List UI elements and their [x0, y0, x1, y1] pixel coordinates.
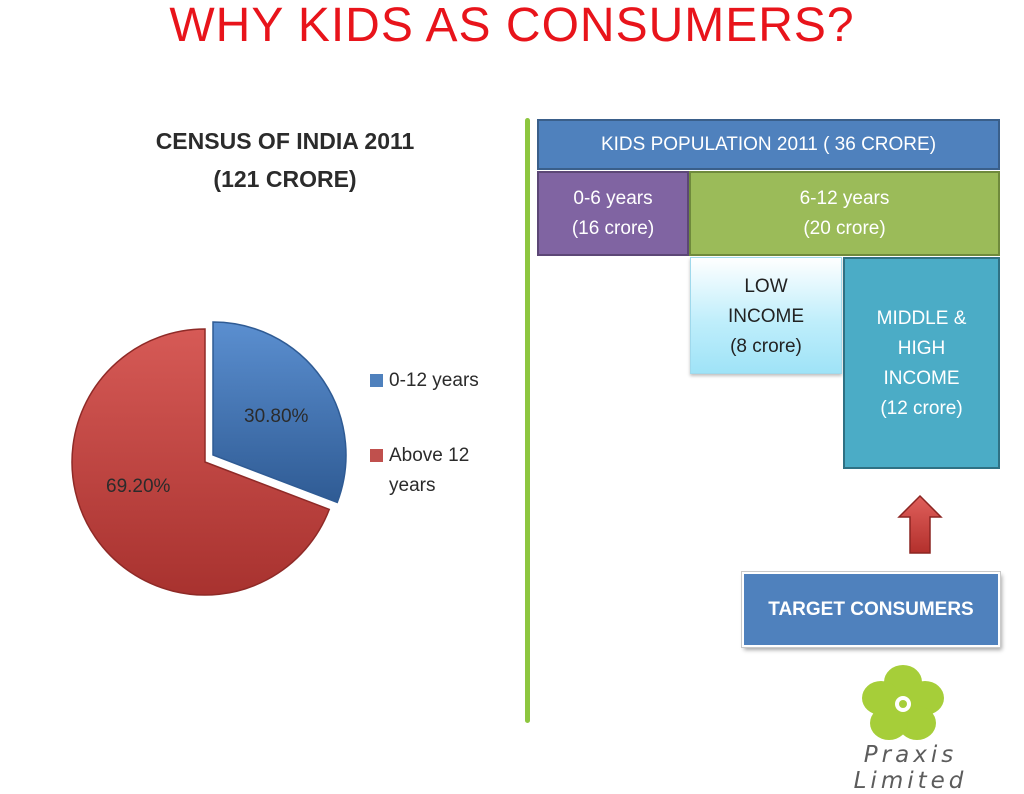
slide-title: WHY KIDS AS CONSUMERS? — [169, 0, 855, 52]
chart-title: CENSUS OF INDIA 2011 (121 CRORE) — [100, 122, 470, 198]
age-0-6-label: 0-6 years — [573, 188, 653, 209]
age-0-6-count: (16 crore) — [571, 218, 655, 239]
pie-chart — [71, 321, 347, 596]
logo-text: Praxis Limited — [853, 742, 968, 794]
middle-high-income-box: MIDDLE & HIGH INCOME (12 crore) — [843, 257, 1000, 469]
low-income-count: (8 crore) — [730, 336, 802, 357]
legend-swatch-red — [370, 449, 383, 462]
middle-high-count: (12 crore) — [880, 398, 963, 419]
data-label-above-12: 69.20% — [106, 476, 171, 497]
age-6-12-box: 6-12 years (20 crore) — [689, 171, 1000, 256]
data-label-0-12: 30.80% — [244, 406, 309, 427]
legend-item-above-12: Above 12 years — [370, 441, 530, 503]
vertical-divider — [525, 118, 530, 723]
legend-label-line2: years — [389, 475, 436, 496]
age-0-6-box: 0-6 years (16 crore) — [537, 171, 689, 256]
flower-logo-icon — [862, 665, 944, 740]
pie-slice-0-12 — [212, 321, 347, 504]
chart-title-line2: (121 CRORE) — [213, 166, 357, 192]
age-6-12-label: 6-12 years — [799, 188, 890, 209]
middle-high-line1: MIDDLE & — [876, 308, 967, 329]
legend-label: Above 12 years — [389, 441, 529, 501]
low-income-line1: LOW — [744, 276, 788, 297]
low-income-box: LOW INCOME (8 crore) — [690, 257, 842, 374]
middle-high-line2: HIGH — [897, 338, 946, 359]
low-income-line2: INCOME — [728, 306, 804, 327]
target-consumers-box: TARGET CONSUMERS — [741, 571, 1001, 648]
middle-high-line3: INCOME — [883, 368, 960, 389]
up-arrow-icon — [897, 494, 943, 554]
legend-label: 0-12 years — [389, 370, 479, 391]
pie-slice-above-12 — [71, 328, 331, 596]
legend-item-0-12: 0-12 years — [370, 366, 530, 396]
chart-title-line1: CENSUS OF INDIA 2011 — [155, 128, 415, 154]
age-6-12-count: (20 crore) — [803, 218, 886, 239]
legend-swatch-blue — [370, 374, 383, 387]
legend-label-line1: Above 12 — [389, 445, 470, 466]
kids-population-header: KIDS POPULATION 2011 ( 36 CRORE) — [537, 119, 1000, 170]
